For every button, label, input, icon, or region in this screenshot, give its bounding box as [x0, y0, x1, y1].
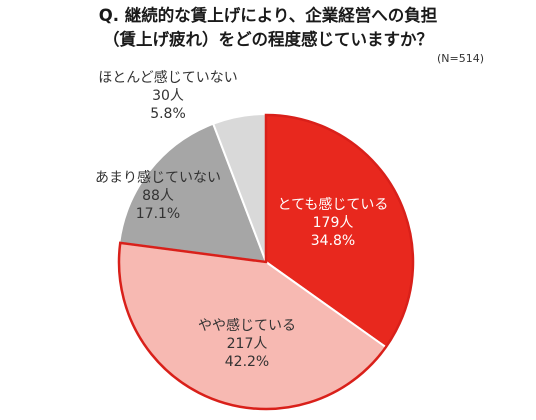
slice-count: 30人	[152, 88, 184, 104]
highlight-outline	[117, 113, 415, 411]
slice-label-4: ほとんど感じていない 30人 5.8%	[98, 69, 238, 122]
slice-name: やや感じている	[198, 317, 296, 334]
slice-count: 217人	[227, 336, 268, 352]
slice-label-3: あまり感じていない 88人 17.1%	[95, 169, 221, 222]
chart-title-line-2: （賃上げ疲れ）をどの程度感じていますか？	[103, 30, 433, 49]
chart-title: Q. 継続的な賃上げにより、企業経営への負担 （賃上げ疲れ）をどの程度感じていま…	[0, 4, 536, 52]
slice-name: ほとんど感じていない	[98, 69, 238, 86]
pie-slice-3	[118, 122, 268, 264]
slice-percent: 42.2%	[225, 354, 269, 370]
chart-title-line-1: Q. 継続的な賃上げにより、企業経営への負担	[98, 6, 438, 25]
slice-label-2: やや感じている 217人 42.2%	[198, 317, 296, 370]
slice-percent: 5.8%	[150, 106, 186, 122]
sample-size-note: (N=514)	[436, 52, 484, 65]
slice-count: 179人	[313, 215, 354, 231]
slice-count: 88人	[142, 188, 174, 204]
slice-percent: 34.8%	[311, 233, 355, 249]
slice-name: あまり感じていない	[95, 169, 221, 186]
slice-percent: 17.1%	[136, 206, 180, 222]
slice-name: とても感じている	[278, 196, 389, 213]
slice-label-1: とても感じている 179人 34.8%	[278, 196, 389, 249]
